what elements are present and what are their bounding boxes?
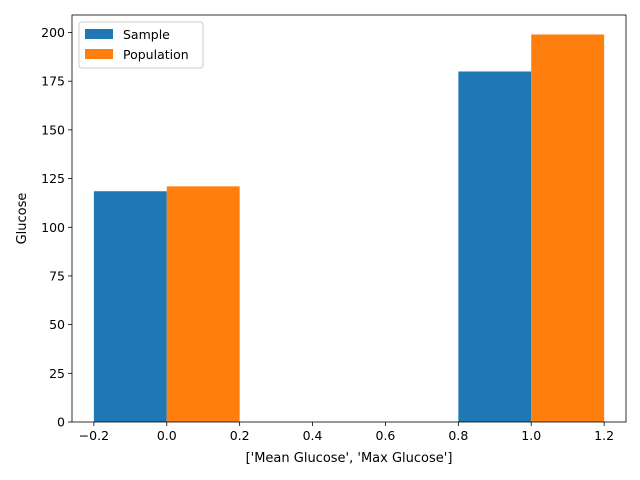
plot-frame xyxy=(71,14,627,423)
x-tick-label: 0.8 xyxy=(448,428,468,443)
y-tick-label: 100 xyxy=(41,220,65,235)
legend-label-sample: Sample xyxy=(123,27,170,42)
x-tick-label: 1.0 xyxy=(521,428,541,443)
y-tick-label: 200 xyxy=(41,25,65,40)
legend-swatch-sample xyxy=(85,29,113,39)
bar-sample-0 xyxy=(93,191,167,422)
x-tick-label: 0.0 xyxy=(157,428,177,443)
y-tick-label: 25 xyxy=(49,366,65,381)
x-tick-label: 0.4 xyxy=(303,428,323,443)
y-tick-label: 75 xyxy=(49,268,65,283)
bar-population-1 xyxy=(531,34,605,422)
y-axis-ticks: 0 25 50 75 100 125 150 175 200 xyxy=(41,25,72,430)
y-tick-label: 125 xyxy=(41,171,65,186)
legend-swatch-population xyxy=(85,49,113,59)
x-tick-label: 0.6 xyxy=(376,428,396,443)
bars-group xyxy=(93,34,605,422)
x-tick-label: 1.2 xyxy=(594,428,614,443)
x-axis-ticks: −0.2 0.0 0.2 0.4 0.6 0.8 1.0 1.2 xyxy=(79,422,614,443)
legend-label-population: Population xyxy=(123,47,189,62)
legend: Sample Population xyxy=(78,21,204,69)
y-tick-label: 150 xyxy=(41,122,65,137)
bar-population-0 xyxy=(166,186,240,422)
x-tick-label: 0.2 xyxy=(230,428,250,443)
y-axis-label: Glucose xyxy=(15,193,30,245)
bar-sample-1 xyxy=(458,71,532,422)
x-tick-label: −0.2 xyxy=(79,428,109,443)
y-tick-label: 175 xyxy=(41,74,65,89)
y-tick-label: 0 xyxy=(57,415,65,430)
y-tick-label: 50 xyxy=(49,317,65,332)
x-axis-label: ['Mean Glucose', 'Max Glucose'] xyxy=(246,451,453,466)
